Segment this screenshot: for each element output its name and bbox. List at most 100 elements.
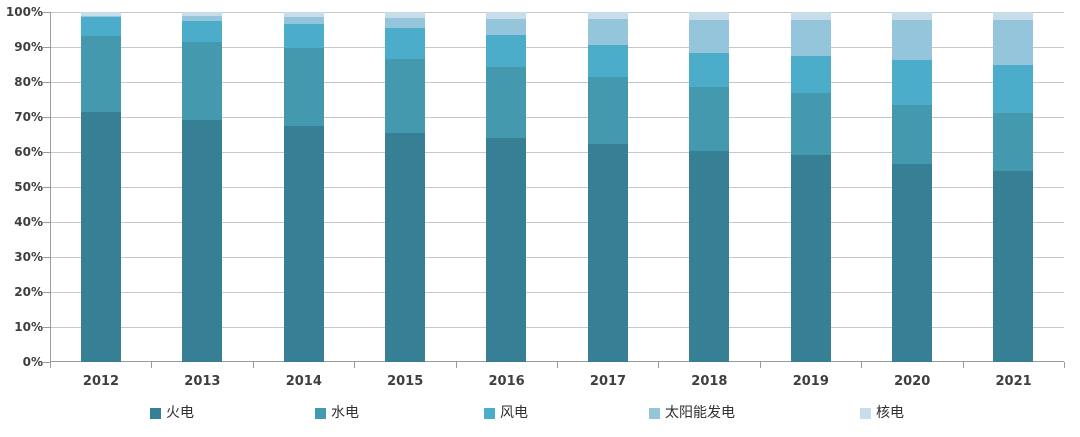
y-axis-tick — [43, 117, 50, 118]
x-axis-tick — [1064, 362, 1065, 368]
bar-2018 — [689, 12, 730, 362]
y-axis-tick — [43, 362, 50, 363]
y-axis-tick — [43, 222, 50, 223]
gridline — [51, 12, 1064, 13]
bar-segment — [587, 76, 628, 145]
bar-segment — [891, 105, 932, 164]
x-axis-tick — [861, 362, 863, 368]
bar-2013 — [182, 12, 223, 362]
bar-segment — [587, 12, 628, 20]
legend-label: 风电 — [500, 405, 528, 421]
bar-segment — [486, 35, 527, 68]
y-axis-label: 20% — [14, 285, 43, 299]
x-axis-label: 2021 — [995, 374, 1032, 389]
bar-2015 — [384, 12, 425, 362]
y-axis-label: 60% — [14, 145, 43, 159]
legend-item: 水电 — [315, 402, 359, 424]
y-axis-tick — [43, 292, 50, 293]
y-axis-tick — [43, 327, 50, 328]
legend-swatch-icon — [484, 407, 495, 419]
x-axis-label: 2014 — [285, 374, 322, 389]
x-axis-label: 2016 — [488, 374, 525, 389]
y-axis-label: 40% — [14, 215, 43, 229]
y-axis-label: 30% — [14, 250, 43, 264]
x-axis-tick — [455, 362, 457, 368]
gridline — [51, 222, 1064, 223]
y-axis-label: 80% — [14, 75, 43, 89]
y-axis-label: 100% — [5, 5, 43, 19]
bar-segment — [486, 67, 527, 138]
bar-segment — [486, 137, 527, 362]
y-axis-label: 10% — [14, 320, 43, 334]
bar-2020 — [891, 12, 932, 362]
gridline — [51, 47, 1064, 48]
x-axis-label: 2012 — [82, 374, 120, 389]
gridline — [51, 257, 1064, 258]
legend: 火电 水电 风电 太阳能发电 核电 — [0, 400, 1080, 430]
bar-segment — [384, 28, 425, 59]
bar-segment — [891, 12, 932, 21]
y-axis-tick — [43, 257, 50, 258]
gridline — [51, 152, 1064, 153]
x-axis-label: 2013 — [184, 374, 221, 389]
bar-segment — [993, 113, 1034, 171]
x-axis-label: 2019 — [792, 374, 829, 389]
legend-swatch-icon — [649, 407, 660, 419]
bar-segment — [689, 52, 730, 87]
bar-segment — [283, 125, 324, 362]
x-axis-tick — [50, 362, 51, 368]
bar-segment — [283, 17, 324, 24]
y-axis-label: 50% — [14, 180, 43, 194]
bar-segment — [486, 12, 527, 20]
bar-segment — [689, 151, 730, 362]
bar-segment — [182, 41, 223, 121]
bar-segment — [790, 92, 831, 155]
bar-segment — [182, 20, 223, 42]
legend-item: 太阳能发电 — [649, 402, 735, 424]
x-axis-tick — [658, 362, 660, 368]
bar-segment — [790, 56, 831, 93]
bar-2021 — [993, 12, 1034, 362]
bar-2012 — [80, 12, 121, 362]
legend-label: 核电 — [876, 405, 904, 421]
bar-segment — [182, 12, 223, 17]
plot-area — [50, 12, 1064, 362]
y-axis-label: 90% — [14, 40, 43, 54]
bar-segment — [80, 15, 121, 17]
x-axis-label: 2020 — [894, 374, 931, 389]
bar-segment — [790, 20, 831, 57]
gridline — [51, 117, 1064, 118]
x-axis-tick — [557, 362, 558, 368]
y-axis-label: 70% — [14, 110, 43, 124]
gridline — [51, 327, 1064, 328]
x-axis-label: 2017 — [589, 374, 627, 389]
bar-2016 — [486, 12, 527, 362]
gridline — [51, 292, 1064, 293]
bar-2019 — [790, 12, 831, 362]
bar-2017 — [587, 12, 628, 362]
legend-swatch-icon — [315, 407, 326, 419]
x-axis-tick — [759, 362, 761, 368]
bar-segment — [587, 19, 628, 45]
legend-label: 火电 — [166, 405, 194, 421]
bar-segment — [384, 132, 425, 362]
legend-item: 核电 — [860, 402, 904, 424]
bar-segment — [80, 12, 121, 16]
bar-2014 — [283, 12, 324, 362]
bar-segment — [993, 12, 1034, 20]
bar-segment — [384, 18, 425, 29]
x-axis-tick — [354, 362, 356, 368]
legend-swatch-icon — [860, 407, 871, 419]
y-axis-tick — [43, 12, 50, 13]
bar-segment — [993, 64, 1034, 114]
bar-segment — [384, 12, 425, 19]
bar-segment — [689, 20, 730, 53]
legend-item: 风电 — [484, 402, 528, 424]
bar-segment — [384, 58, 425, 133]
y-axis-tick — [43, 47, 50, 48]
x-axis-tick — [151, 362, 153, 368]
bar-segment — [689, 12, 730, 21]
bar-segment — [486, 19, 527, 36]
x-axis-tick — [252, 362, 254, 368]
